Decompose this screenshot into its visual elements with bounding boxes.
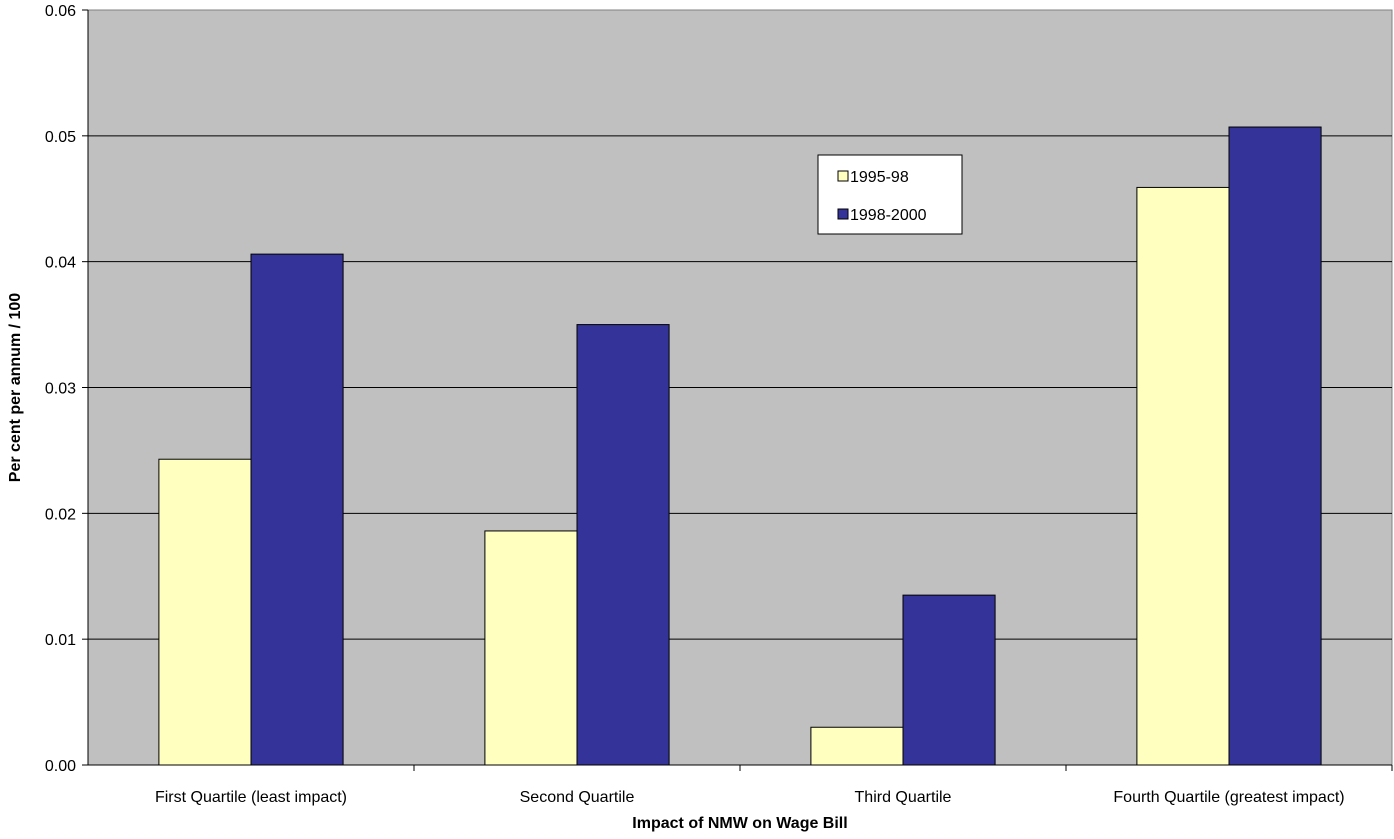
y-tick-label: 0.05 <box>45 129 76 146</box>
bar-1995-98-4 <box>1136 186 1230 766</box>
x-tick-label: Fourth Quartile (greatest impact) <box>1113 789 1344 806</box>
legend-swatch <box>837 208 849 220</box>
bar-1995-98-1 <box>158 458 252 766</box>
legend-label: 1995-98 <box>850 169 909 186</box>
x-axis-title: Impact of NMW on Wage Bill <box>632 815 847 832</box>
y-tick-label: 0.06 <box>45 3 76 20</box>
axes <box>82 9 1393 771</box>
legend-swatch <box>837 170 849 182</box>
x-tick-labels: First Quartile (least impact) Second Quar… <box>155 789 1345 806</box>
y-tick-label: 0.04 <box>45 255 76 272</box>
y-tick-labels: 0.00 0.01 0.02 0.03 0.04 0.05 0.06 <box>45 3 76 775</box>
bars <box>158 126 1322 766</box>
y-axis-title: Per cent per annum / 100 <box>7 293 24 483</box>
bar-1998-2000-3 <box>902 594 996 766</box>
bar-1998-2000-2 <box>576 324 670 766</box>
y-tick-label: 0.02 <box>45 506 76 523</box>
bar-1995-98-3 <box>810 726 904 766</box>
legend-box <box>817 154 963 235</box>
x-tick-label: Third Quartile <box>855 789 952 806</box>
bar-1995-98-2 <box>484 530 578 766</box>
y-tick-label: 0.00 <box>45 758 76 775</box>
bar-1998-2000-4 <box>1228 126 1322 766</box>
x-tick-label: First Quartile (least impact) <box>155 789 347 806</box>
y-tick-label: 0.03 <box>45 381 76 398</box>
x-tick-label: Second Quartile <box>520 789 635 806</box>
legend: 1995-98 1998-2000 <box>817 154 963 235</box>
y-tick-label: 0.01 <box>45 632 76 649</box>
legend-label: 1998-2000 <box>850 207 927 224</box>
bar-1998-2000-1 <box>250 253 344 766</box>
